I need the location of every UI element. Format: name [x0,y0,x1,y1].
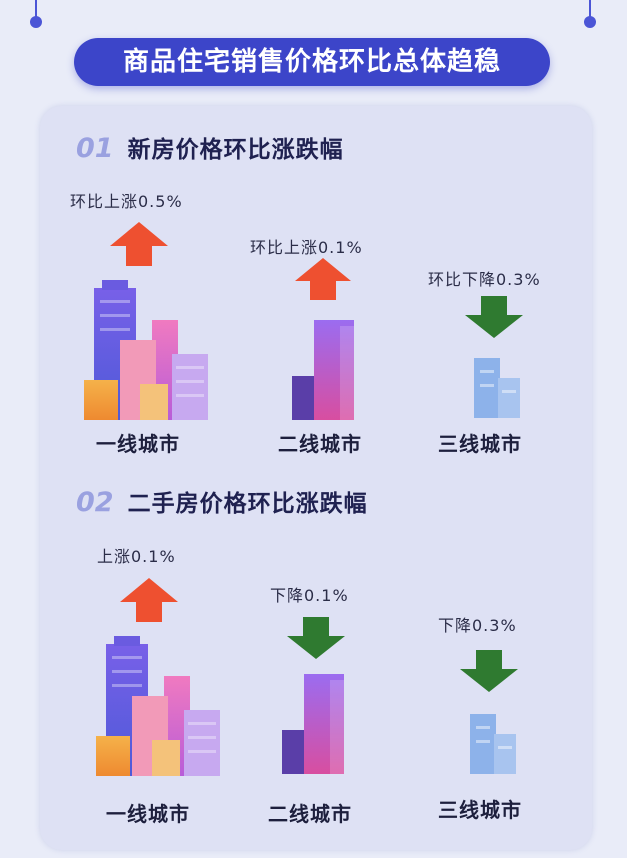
city-label-s2-tier2: 二线城市 [268,802,352,826]
section-header-2: 02 二手房价格环比涨跌幅 [76,484,368,518]
city-label-s1-tier2: 二线城市 [278,432,362,456]
small-building-icon [474,358,520,418]
section-header-1: 01 新房价格环比涨跌幅 [76,130,344,164]
small-building-icon [470,714,516,774]
pin-left [30,0,42,28]
city-skyline-icon [96,636,220,776]
change-label-s1-tier1: 环比上涨0.5% [70,192,183,211]
city-skyline-icon [84,280,208,420]
section-number: 02 [76,487,114,518]
city-label-s1-tier1: 一线城市 [96,432,180,456]
tower-icon [292,320,354,420]
pin-right [584,0,596,28]
arrow-down-icon [287,617,345,659]
arrow-up-icon [295,258,351,300]
section-number: 01 [76,133,114,164]
arrow-down-icon [465,296,523,338]
section-title: 新房价格环比涨跌幅 [127,137,344,163]
change-label-s2-tier3: 下降0.3% [438,616,517,635]
change-label-s2-tier2: 下降0.1% [270,586,349,605]
change-label-s1-tier3: 环比下降0.3% [428,270,541,289]
tower-icon [282,674,344,774]
city-label-s1-tier3: 三线城市 [438,432,522,456]
section-title: 二手房价格环比涨跌幅 [127,491,368,517]
arrow-up-icon [110,222,168,266]
city-label-s2-tier3: 三线城市 [438,798,522,822]
arrow-up-icon [120,578,178,622]
city-label-s2-tier1: 一线城市 [106,802,190,826]
arrow-down-icon [460,650,518,692]
change-label-s2-tier1: 上涨0.1% [97,547,176,566]
change-label-s1-tier2: 环比上涨0.1% [250,238,363,257]
page-title: 商品住宅销售价格环比总体趋稳 [74,38,550,86]
